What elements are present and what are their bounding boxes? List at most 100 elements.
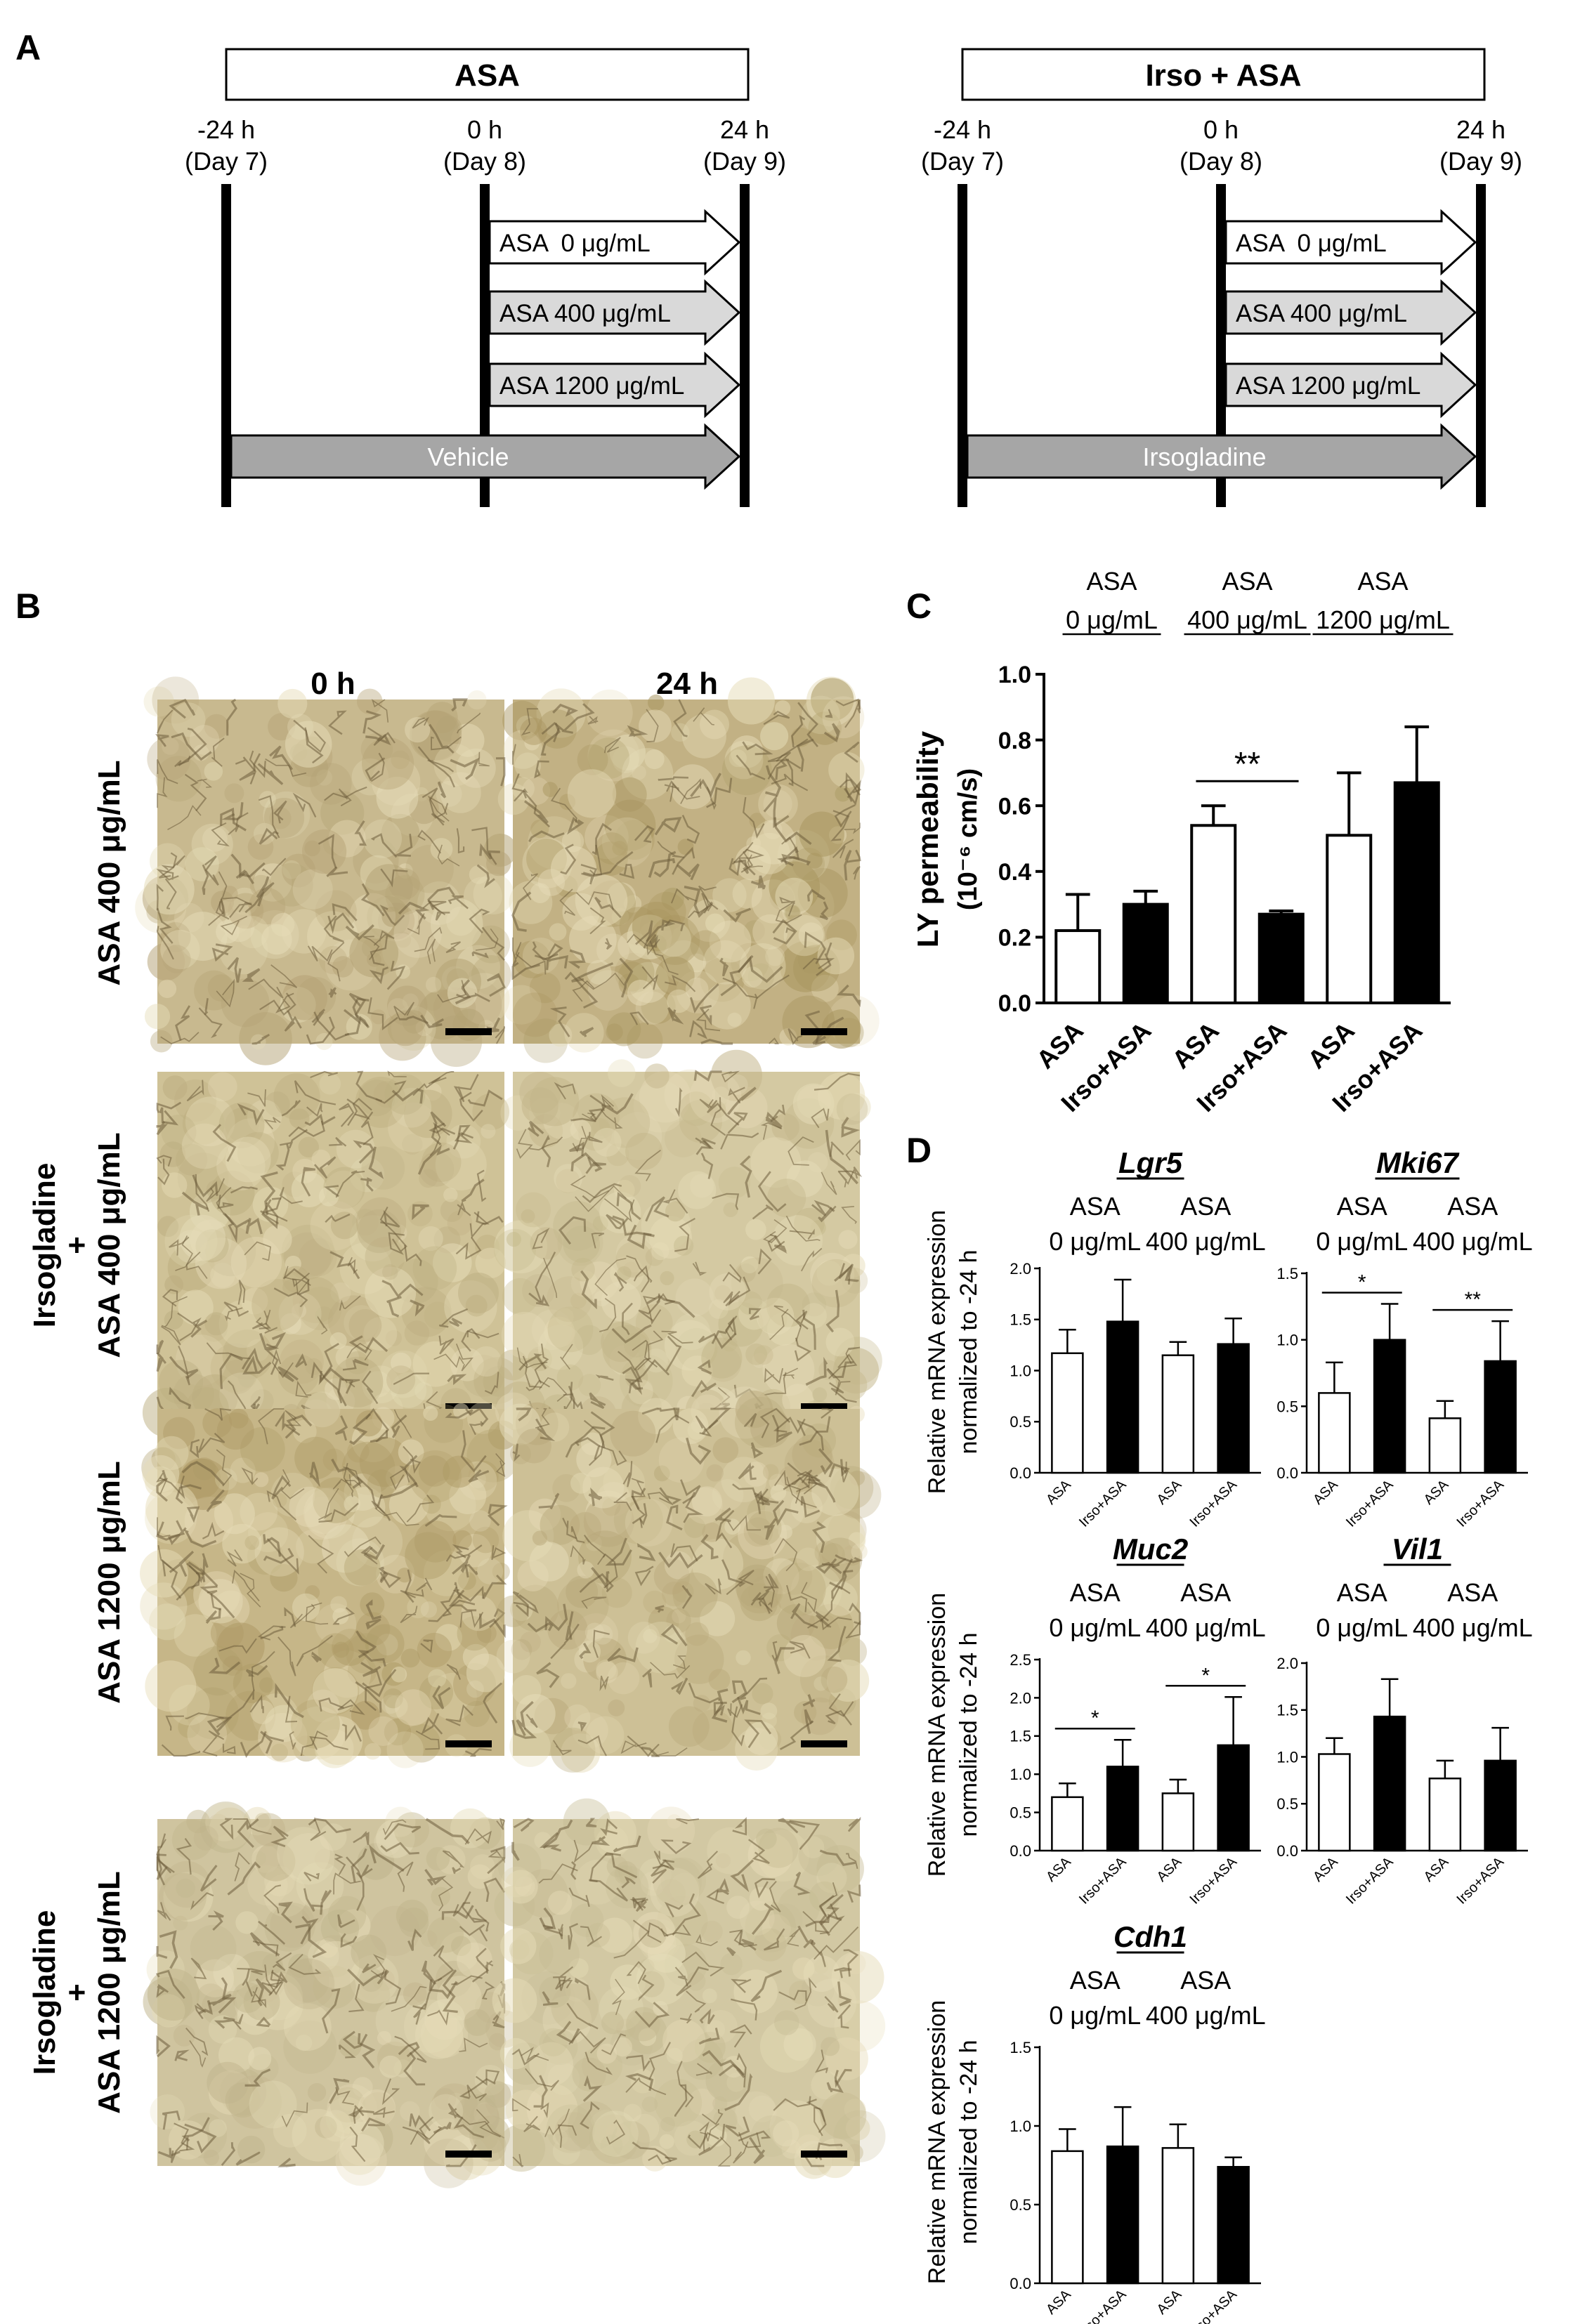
micrograph-texture [322, 1448, 346, 1471]
cell-boundary [773, 1235, 788, 1254]
bar [1257, 912, 1305, 1005]
cell-boundary [197, 1432, 226, 1453]
micrograph-texture [288, 1953, 313, 1978]
cell-boundary [358, 1650, 386, 1667]
cell-boundary [804, 931, 826, 964]
cell-boundary [528, 1292, 550, 1306]
bar [1190, 824, 1237, 1005]
micrograph-texture [638, 1919, 667, 1948]
micrograph-texture [608, 1699, 625, 1716]
cell-boundary [417, 829, 442, 854]
micrograph-texture [745, 1901, 796, 1952]
micrograph-texture [470, 1854, 495, 1879]
cell-boundary [634, 2002, 670, 2028]
cell-boundary [724, 2116, 750, 2137]
micrograph-texture [827, 1659, 870, 1702]
micrograph-texture [821, 1666, 848, 1693]
cell-boundary [415, 1730, 440, 1750]
cell-boundary [451, 1975, 483, 1986]
cell-boundary [360, 883, 385, 917]
cell-boundary [288, 1120, 325, 1137]
micrograph-texture [848, 1532, 865, 1549]
cell-boundary [718, 2063, 745, 2078]
micrograph-texture [520, 1631, 541, 1653]
micrograph-row-label: Irsogladine [27, 1910, 62, 2075]
cell-boundary [646, 1294, 695, 1318]
cell-boundary [177, 1312, 202, 1341]
cell-boundary [437, 844, 460, 867]
cell-boundary [780, 846, 800, 865]
cell-boundary [573, 1839, 594, 1863]
micrograph-texture [462, 1355, 504, 1397]
time-marker-line [1476, 184, 1486, 507]
bar [1484, 1360, 1517, 1474]
cell-boundary [529, 1136, 563, 1151]
cell-boundary [579, 1642, 592, 1660]
micrograph-texture [497, 1843, 542, 1887]
cell-boundary [442, 1850, 465, 1868]
cell-boundary [483, 1877, 506, 1903]
micrograph-texture [327, 1896, 367, 1934]
cell-boundary [559, 888, 575, 916]
cell-boundary [414, 926, 443, 952]
bar [1326, 834, 1373, 1004]
y-tick-label: 0.5 [1276, 1398, 1298, 1415]
micrograph-texture [540, 1412, 570, 1442]
cell-boundary [308, 1818, 351, 1834]
cell-boundary [469, 1421, 484, 1436]
cell-boundary [277, 1366, 299, 1382]
cell-boundary [580, 864, 597, 885]
y-tick-label: 1.0 [1010, 1766, 1031, 1783]
cell-boundary [835, 698, 861, 714]
micrograph-texture [270, 1743, 288, 1761]
cell-boundary [711, 1317, 737, 1344]
cell-boundary [714, 1507, 731, 1523]
cell-boundary [550, 1623, 580, 1660]
micrograph-texture [388, 1485, 429, 1525]
cell-boundary [819, 1882, 838, 1918]
cell-boundary [592, 1836, 610, 1846]
timeline-asa: ASA-24 h(Day 7)0 h(Day 8)24 h(Day 9)ASA … [185, 48, 786, 507]
micrograph-texture [814, 1540, 839, 1565]
cell-boundary [625, 2073, 654, 2092]
cell-boundary [282, 1268, 310, 1296]
cell-boundary [516, 1347, 548, 1369]
micrograph-texture [692, 1538, 744, 1590]
cell-boundary [582, 851, 634, 877]
micrograph-texture [402, 1724, 440, 1763]
cell-boundary [219, 1818, 234, 1840]
micrograph-texture [226, 1118, 275, 1167]
micrograph-texture [376, 1634, 398, 1656]
micrograph-texture [542, 782, 558, 797]
cell-boundary [512, 2153, 524, 2168]
cell-boundary [425, 1818, 470, 1844]
micrograph-texture [282, 853, 315, 888]
micrograph-texture [189, 725, 220, 755]
cell-boundary [535, 1408, 550, 1429]
cell-boundary [181, 1461, 225, 1486]
cell-boundary [360, 1544, 386, 1561]
micrograph-texture [365, 1266, 417, 1318]
cell-boundary [523, 2115, 541, 2132]
micrograph-texture [502, 985, 542, 1025]
cell-boundary [605, 1853, 638, 1879]
micrograph-texture [447, 978, 478, 1009]
cell-boundary [404, 1569, 414, 1603]
micrograph-texture [513, 992, 558, 1037]
cell-boundary [365, 1669, 382, 1712]
cell-boundary [337, 1378, 354, 1407]
cell-boundary [676, 863, 700, 881]
cell-boundary [512, 2098, 530, 2112]
cell-boundary [200, 1865, 218, 1892]
cell-boundary [643, 1295, 662, 1325]
cell-boundary [362, 1963, 377, 1974]
cell-boundary [251, 1650, 275, 1691]
cell-boundary [748, 1308, 762, 1320]
scale-bar [445, 1403, 492, 1410]
micrograph-texture [547, 1306, 594, 1353]
micrograph-texture [799, 811, 844, 857]
cell-boundary [834, 1967, 852, 1978]
cell-boundary [659, 1487, 682, 1504]
cell-boundary [334, 1853, 346, 1875]
micrograph-texture [536, 688, 586, 738]
